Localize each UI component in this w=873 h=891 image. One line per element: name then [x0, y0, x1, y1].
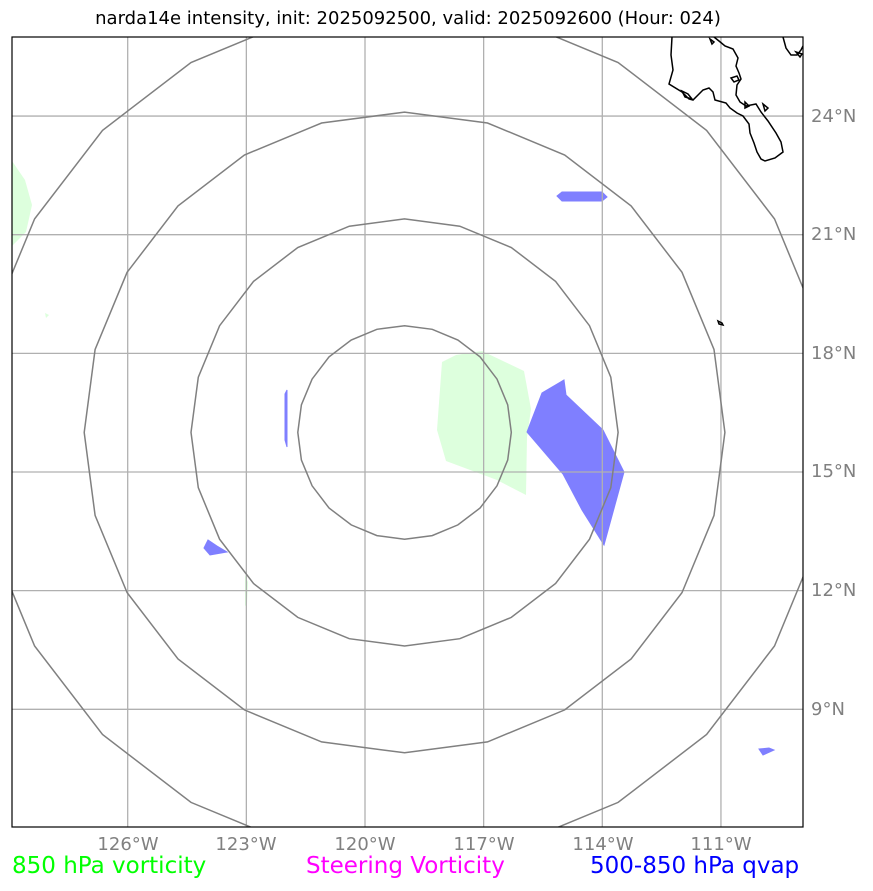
- lon-label-120w: 120°W: [334, 834, 396, 855]
- gridlines: [12, 37, 803, 827]
- coastline: [668, 37, 803, 327]
- qvap-area-streak: [284, 389, 288, 448]
- lat-label-12n: 12°N: [811, 580, 857, 601]
- map-frame: [11, 36, 804, 828]
- qvap-area-main: [526, 379, 625, 547]
- range-ring-1: [297, 324, 513, 540]
- lat-label-24n: 24°N: [811, 106, 857, 127]
- coastline-baja: [668, 37, 784, 162]
- lat-label-9n: 9°N: [811, 699, 845, 720]
- lat-label-18n: 18°N: [811, 343, 857, 364]
- map-background: [12, 37, 803, 827]
- vorticity-850-area-west: [12, 161, 32, 246]
- coastline-islet-1: [680, 89, 695, 101]
- legend-qvap: 500-850 hPa qvap: [590, 853, 800, 879]
- legend-vorticity-850: 850 hPa vorticity: [12, 853, 207, 879]
- qvap-area-north: [556, 191, 608, 202]
- coastline-islet-7: [708, 37, 716, 46]
- range-rings: [12, 37, 803, 827]
- coastline-mainland: [782, 37, 803, 56]
- map-title: narda14e intensity, init: 2025092500, va…: [95, 8, 721, 29]
- range-ring-3: [83, 111, 726, 754]
- qvap-layer: [203, 191, 776, 756]
- range-ring-2: [190, 218, 619, 647]
- lon-label-117w: 117°W: [453, 834, 515, 855]
- coastline-islet-3: [744, 100, 751, 110]
- coastline-islet-4: [761, 101, 770, 113]
- lon-label-123w: 123°W: [215, 834, 277, 855]
- coastline-islet-5: [716, 319, 725, 327]
- lon-label-114w: 114°W: [572, 834, 634, 855]
- lat-label-21n: 21°N: [811, 224, 857, 245]
- lat-label-15n: 15°N: [811, 461, 857, 482]
- lon-label-126w: 126°W: [97, 834, 159, 855]
- lon-label-111w: 111°W: [690, 834, 752, 855]
- coastline-islet-6: [793, 50, 803, 59]
- coastline-islet-2: [729, 75, 741, 83]
- legend-steering-vorticity: Steering Vorticity: [306, 853, 505, 879]
- range-ring-4: [12, 37, 803, 827]
- vorticity-850-area-dot: [45, 313, 49, 318]
- qvap-area-southwest: [203, 539, 229, 556]
- qvap-area-southeast: [758, 747, 776, 756]
